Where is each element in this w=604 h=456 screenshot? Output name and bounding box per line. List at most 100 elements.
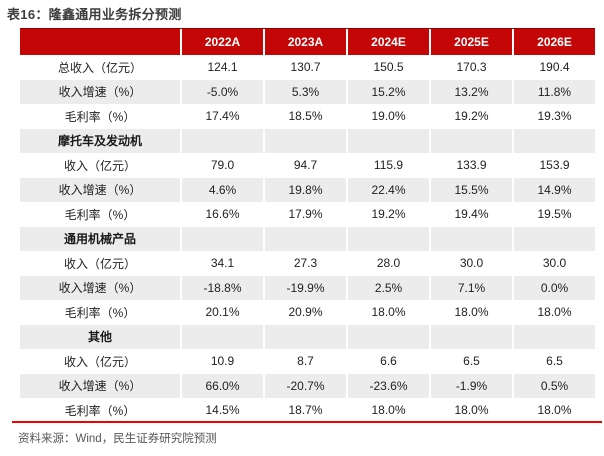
cell-value: -1.9% bbox=[429, 373, 512, 398]
cell-value: 19.0% bbox=[346, 104, 429, 129]
cell-value: 15.2% bbox=[346, 79, 429, 104]
section-row: 通用机械产品 bbox=[20, 226, 595, 251]
cell-value: -5.0% bbox=[180, 79, 263, 104]
table-row: 收入（亿元） 10.9 8.7 6.6 6.5 6.5 bbox=[20, 349, 595, 374]
cell-value bbox=[263, 128, 346, 153]
row-label: 毛利率（%） bbox=[64, 207, 136, 222]
section-row: 摩托车及发动机 bbox=[20, 128, 595, 153]
cell-value: 130.7 bbox=[263, 55, 346, 80]
cell-value: 10.9 bbox=[180, 349, 263, 374]
row-label: 其他 bbox=[87, 330, 112, 345]
header-cell-year: 2024E bbox=[346, 29, 429, 55]
cell-value: 20.1% bbox=[180, 300, 263, 325]
cell-value bbox=[180, 324, 263, 349]
cell-value: 5.3% bbox=[263, 79, 346, 104]
row-label: 毛利率（%） bbox=[64, 403, 136, 418]
cell-value: 79.0 bbox=[180, 153, 263, 178]
cell-value: 19.3% bbox=[512, 104, 595, 129]
cell-value: -20.7% bbox=[263, 373, 346, 398]
table-row: 收入增速（%） 4.6% 19.8% 22.4% 15.5% 14.9% bbox=[20, 177, 595, 202]
row-label: 收入增速（%） bbox=[58, 281, 142, 296]
cell-value bbox=[346, 324, 429, 349]
cell-value: -18.8% bbox=[180, 275, 263, 300]
cell-value: 18.5% bbox=[263, 104, 346, 129]
cell-value: 0.5% bbox=[512, 373, 595, 398]
table-body: 总收入（亿元） 124.1 130.7 150.5 170.3 190.4 收入增速（%） -… bbox=[20, 55, 595, 423]
header-cell-label bbox=[20, 29, 180, 55]
cell-value: 0.0% bbox=[512, 275, 595, 300]
cell-value bbox=[512, 128, 595, 153]
cell-value: 18.0% bbox=[346, 300, 429, 325]
header-cell-year: 2025E bbox=[429, 29, 512, 55]
table-row: 收入（亿元） 34.1 27.3 28.0 30.0 30.0 bbox=[20, 251, 595, 276]
cell-value: 14.5% bbox=[180, 398, 263, 423]
source-note: 资料来源：Wind，民生证券研究院预测 bbox=[18, 433, 217, 445]
row-label: 收入增速（%） bbox=[58, 183, 142, 198]
cell-value: 190.4 bbox=[512, 55, 595, 80]
cell-value: 19.5% bbox=[512, 202, 595, 227]
table-bottom-divider bbox=[12, 421, 602, 423]
cell-value: 153.9 bbox=[512, 153, 595, 178]
forecast-table: 2022A 2023A 2024E 2025E 2026E 总收入（亿元） 124.1 13… bbox=[20, 28, 595, 423]
cell-value bbox=[429, 128, 512, 153]
cell-value bbox=[429, 324, 512, 349]
table-row: 毛利率（%） 20.1% 20.9% 18.0% 18.0% 18.0% bbox=[20, 300, 595, 325]
cell-value: 4.6% bbox=[180, 177, 263, 202]
page-title: 表16：隆鑫通用业务拆分预测 bbox=[7, 7, 182, 22]
cell-value: 94.7 bbox=[263, 153, 346, 178]
cell-value bbox=[346, 128, 429, 153]
cell-value: 7.1% bbox=[429, 275, 512, 300]
section-row: 其他 bbox=[20, 324, 595, 349]
cell-value: 28.0 bbox=[346, 251, 429, 276]
table-header-row: 2022A 2023A 2024E 2025E 2026E bbox=[20, 28, 595, 55]
cell-value: 124.1 bbox=[180, 55, 263, 80]
cell-value: 27.3 bbox=[263, 251, 346, 276]
cell-value: 8.7 bbox=[263, 349, 346, 374]
row-label: 毛利率（%） bbox=[64, 305, 136, 320]
table-row: 毛利率（%） 16.6% 17.9% 19.2% 19.4% 19.5% bbox=[20, 202, 595, 227]
row-label: 总收入（亿元） bbox=[57, 60, 142, 75]
cell-value: 34.1 bbox=[180, 251, 263, 276]
row-label: 毛利率（%） bbox=[64, 109, 136, 124]
cell-value bbox=[180, 226, 263, 251]
cell-value: 13.2% bbox=[429, 79, 512, 104]
cell-value: 17.9% bbox=[263, 202, 346, 227]
cell-value: 20.9% bbox=[263, 300, 346, 325]
cell-value: 18.0% bbox=[512, 300, 595, 325]
cell-value: 18.0% bbox=[512, 398, 595, 423]
cell-value bbox=[512, 226, 595, 251]
cell-value: -23.6% bbox=[346, 373, 429, 398]
table-row: 总收入（亿元） 124.1 130.7 150.5 170.3 190.4 bbox=[20, 55, 595, 80]
cell-value: 11.8% bbox=[512, 79, 595, 104]
row-label: 收入增速（%） bbox=[58, 379, 142, 394]
cell-value: 19.8% bbox=[263, 177, 346, 202]
cell-value: 170.3 bbox=[429, 55, 512, 80]
row-label: 收入（亿元） bbox=[63, 354, 136, 369]
cell-value: 6.6 bbox=[346, 349, 429, 374]
cell-value: 19.2% bbox=[346, 202, 429, 227]
row-label: 摩托车及发动机 bbox=[57, 134, 142, 149]
header-cell-year: 2022A bbox=[180, 29, 263, 55]
cell-value: 30.0 bbox=[512, 251, 595, 276]
cell-value: 133.9 bbox=[429, 153, 512, 178]
table-row: 收入（亿元） 79.0 94.7 115.9 133.9 153.9 bbox=[20, 153, 595, 178]
cell-value: 30.0 bbox=[429, 251, 512, 276]
row-label: 收入（亿元） bbox=[63, 158, 136, 173]
cell-value: 19.2% bbox=[429, 104, 512, 129]
row-label: 收入（亿元） bbox=[63, 256, 136, 271]
table-row: 收入增速（%） -5.0% 5.3% 15.2% 13.2% 11.8% bbox=[20, 79, 595, 104]
cell-value: 6.5 bbox=[512, 349, 595, 374]
cell-value: 18.0% bbox=[429, 300, 512, 325]
cell-value: 18.0% bbox=[429, 398, 512, 423]
table-row: 毛利率（%） 17.4% 18.5% 19.0% 19.2% 19.3% bbox=[20, 104, 595, 129]
cell-value: 66.0% bbox=[180, 373, 263, 398]
header-cell-year: 2026E bbox=[512, 29, 595, 55]
cell-value bbox=[180, 128, 263, 153]
cell-value: 18.7% bbox=[263, 398, 346, 423]
cell-value: 150.5 bbox=[346, 55, 429, 80]
cell-value bbox=[263, 226, 346, 251]
cell-value: 6.5 bbox=[429, 349, 512, 374]
cell-value: 2.5% bbox=[346, 275, 429, 300]
cell-value: 19.4% bbox=[429, 202, 512, 227]
cell-value: 15.5% bbox=[429, 177, 512, 202]
